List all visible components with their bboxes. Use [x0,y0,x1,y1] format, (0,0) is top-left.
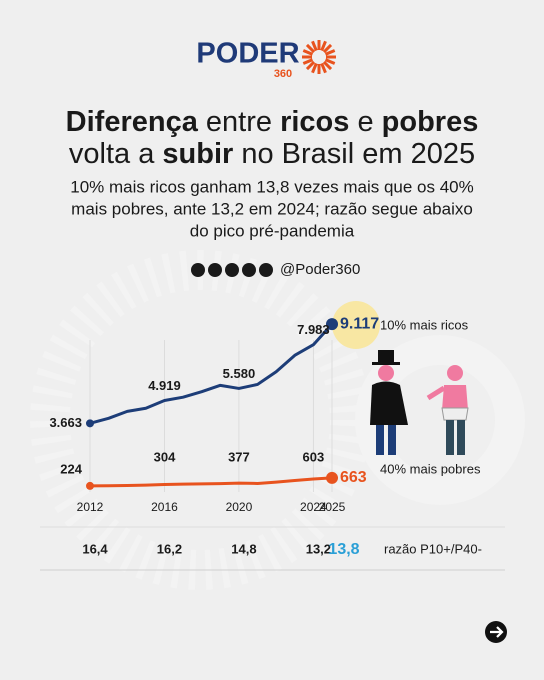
legend-label: 10% mais ricos [380,317,469,332]
subtitle-line: 10% mais ricos ganham 13,8 vezes mais qu… [70,177,473,196]
legend-label: 40% mais pobres [380,461,481,476]
title-part: no Brasil em 2025 [233,138,475,170]
title-part: Diferença [66,106,199,138]
data-label: 603 [303,449,325,464]
title-part: entre [198,106,280,138]
point [326,471,338,484]
handle: @Poder360 [280,261,360,278]
poor-figure [426,365,469,455]
series-line [89,476,333,488]
brand-number: 360 [274,68,292,80]
sun-ray [324,49,336,56]
ratio-value: 16,4 [82,541,108,556]
sun-ray [305,60,316,71]
title: Diferença entre ricos e pobres volta a su… [66,106,479,170]
brand-name: PODER [196,38,299,70]
sun-ray [302,49,314,56]
sun-ray [322,60,333,71]
x-tick-label: 2020 [226,500,253,514]
ratio-value: 16,2 [157,541,182,556]
point [86,481,94,490]
social-icons [191,263,273,277]
sun-ray [320,62,327,74]
subtitle-line: mais pobres, ante 13,2 em 2024; razão se… [71,199,473,218]
data-label: 377 [228,449,250,464]
sun-ray [320,40,327,52]
data-label: 7.983 [297,322,330,337]
x-tick-label: 2012 [77,500,104,514]
brand-sun [302,40,336,74]
x-tick-label: 2025 [319,500,346,514]
data-label: 663 [340,469,367,486]
subtitle-line: do pico pré-pandemia [190,221,355,240]
data-label: 224 [60,461,82,476]
rich-figure [370,350,408,455]
sun-ray [324,58,336,65]
title-part: e [349,106,381,138]
data-label: 5.580 [223,366,256,381]
sun-ray [311,40,318,52]
sun-ray [305,43,316,54]
data-label: 304 [154,449,176,464]
data-label: 4.919 [148,378,181,393]
title-part: ricos [280,106,349,138]
title-part: volta a [69,138,163,170]
x-tick-label: 2016 [151,500,178,514]
ratio-label: razão P10+/P40- [384,541,482,556]
sun-ray [311,62,318,74]
ratio-value: 14,8 [231,541,256,556]
data-label: 9.117 [340,315,379,332]
point [326,318,338,331]
subtitle: 10% mais ricos ganham 13,8 vezes mais qu… [70,177,473,240]
data-label: 3.663 [49,415,82,430]
x-tick-label: 2024 [300,500,327,514]
ratio-value: 13,2 [306,541,331,556]
series-line [89,323,334,425]
sun-ray [302,58,314,65]
next-button[interactable] [485,621,507,643]
highlight [332,301,380,349]
point [86,419,94,428]
ratio-value: 13,8 [328,541,359,558]
title-part: pobres [382,106,479,138]
sun-ray [322,43,333,54]
title-part: subir [162,138,233,170]
